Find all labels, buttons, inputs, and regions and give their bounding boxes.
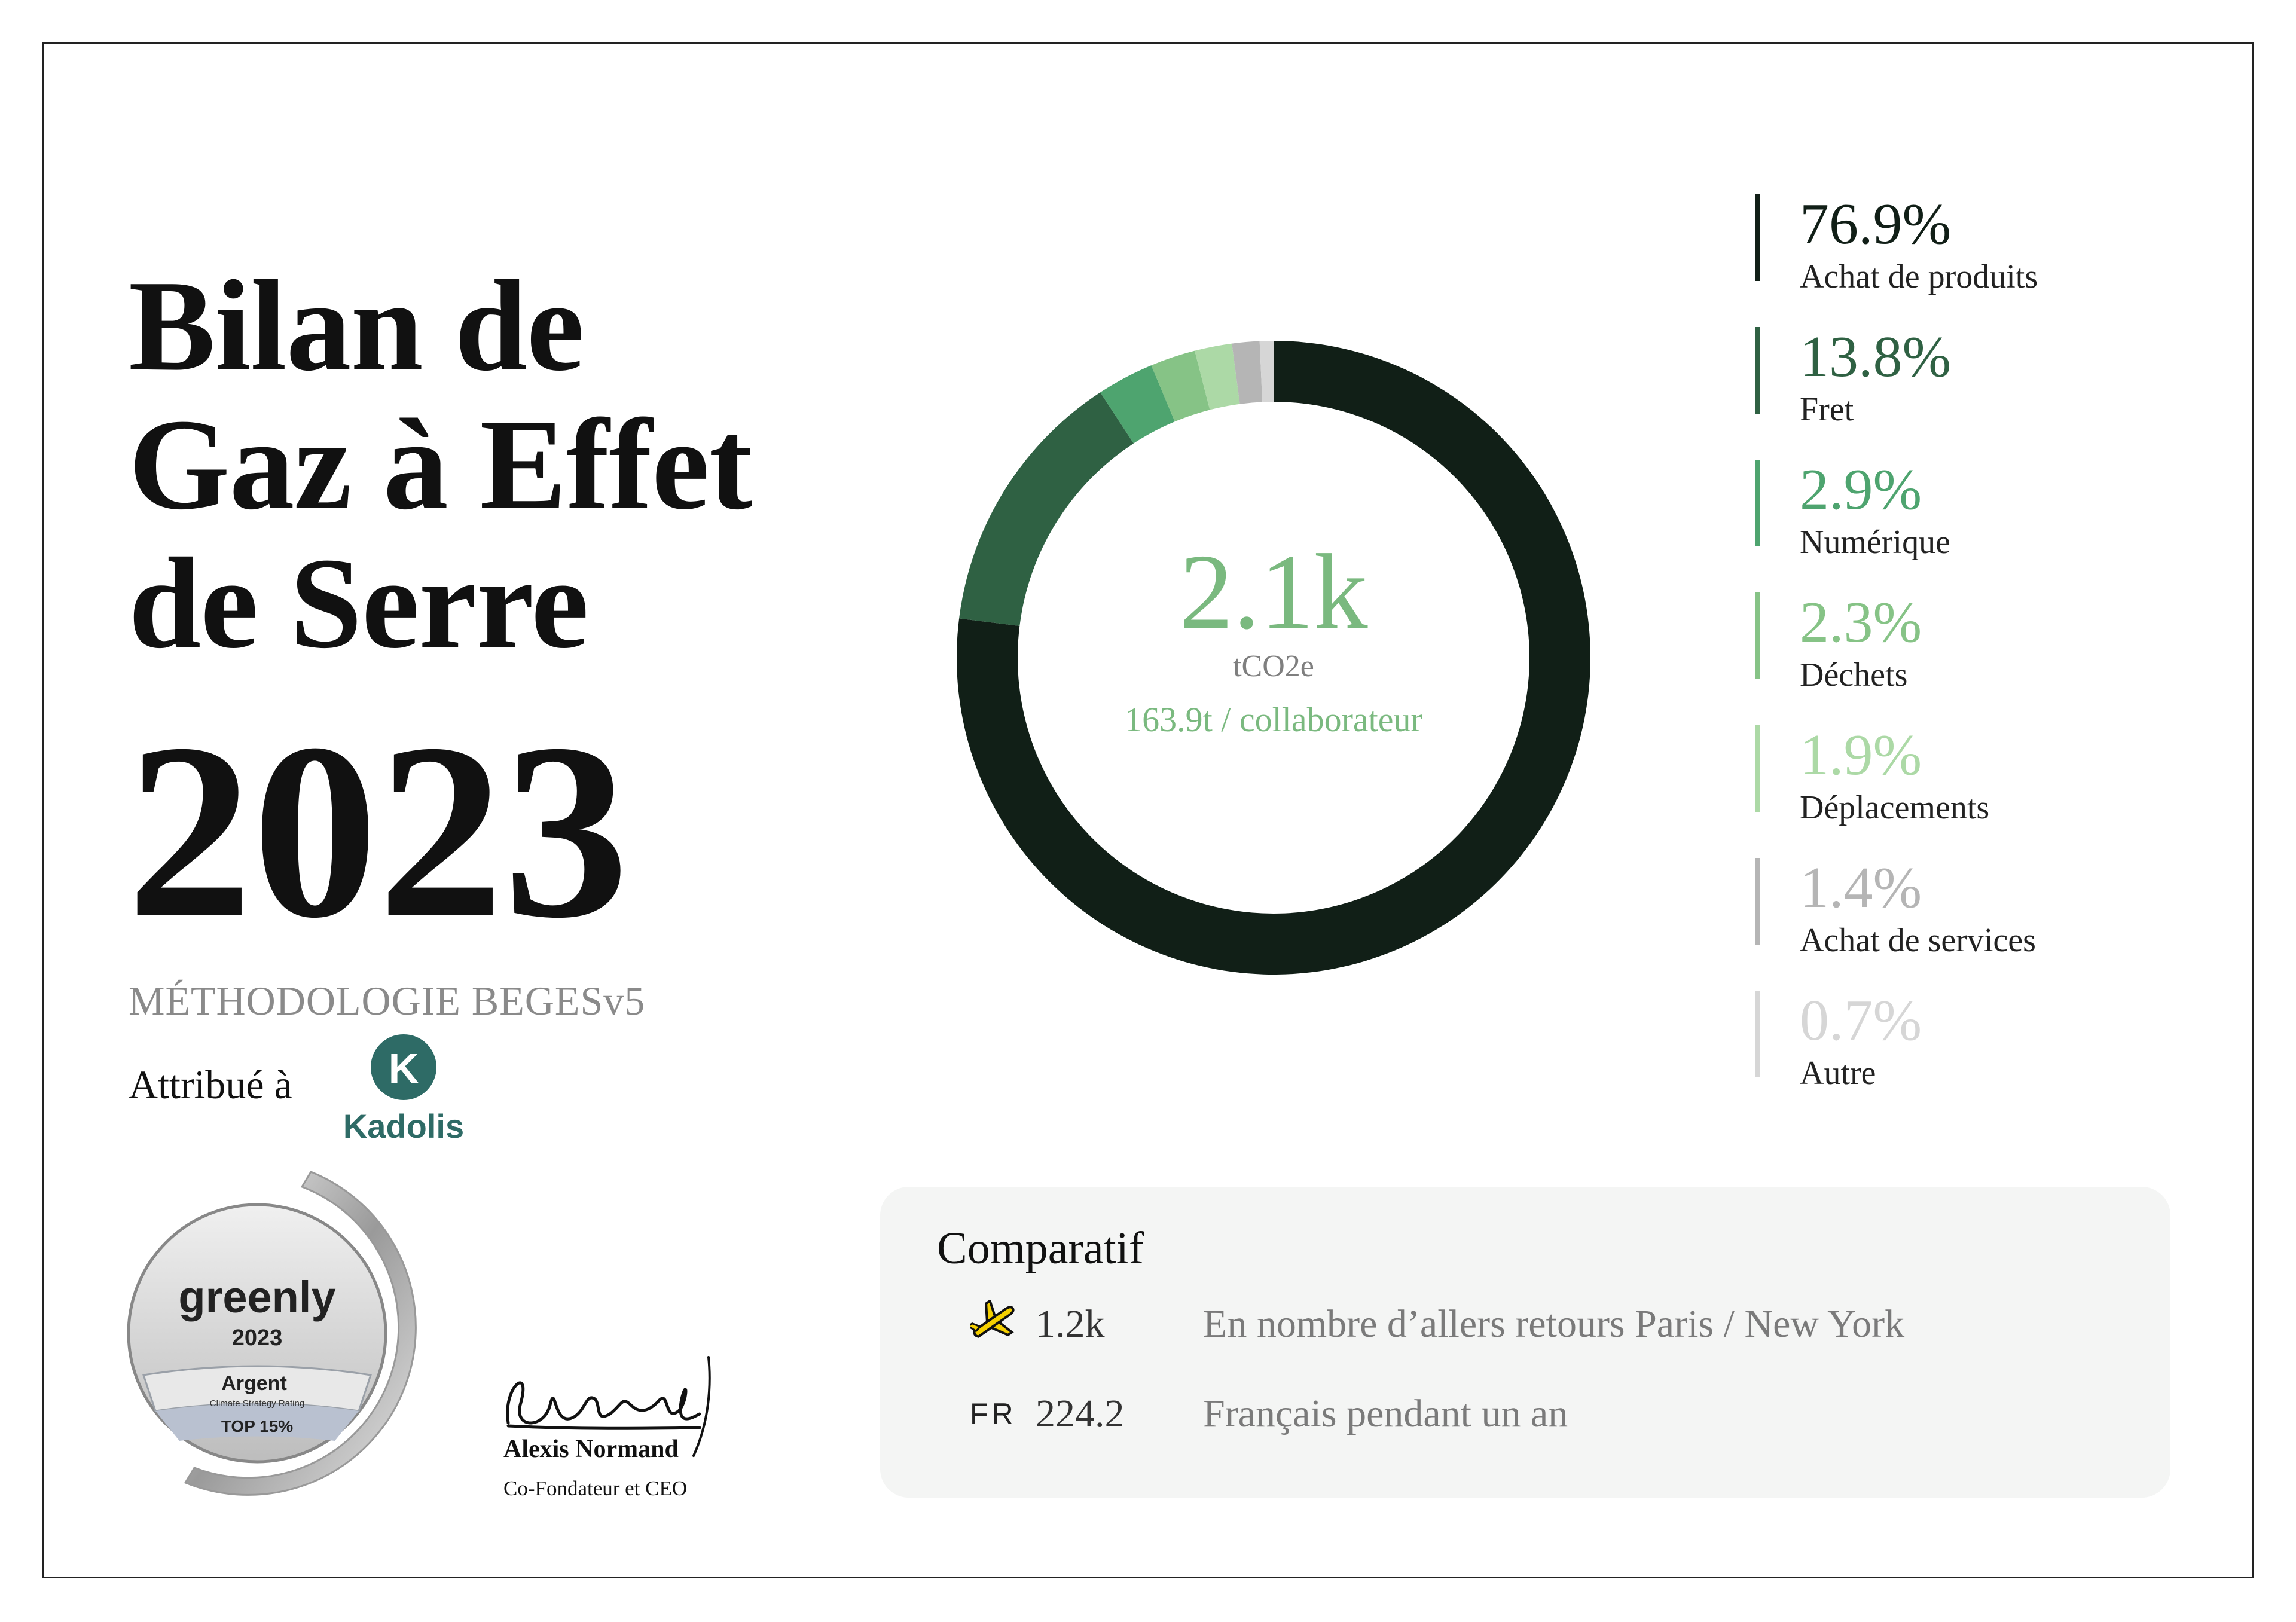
title-line-1: Bilan de: [129, 254, 584, 398]
legend-label: Déchets: [1800, 656, 1908, 694]
legend-color-bar: [1755, 327, 1760, 414]
comparatif-row-flights: 1.2k En nombre d’allers retours Paris / …: [970, 1294, 1904, 1354]
page-frame: [42, 42, 2254, 1578]
legend-percentage: 13.8%: [1800, 325, 1952, 389]
legend-percentage: 1.4%: [1800, 856, 1922, 920]
comparatif-panel: Comparatif 1.2k En nombre d’allers retou…: [880, 1187, 2170, 1498]
comparatif-title: Comparatif: [937, 1223, 1144, 1273]
donut-slice-3: [1151, 350, 1210, 422]
legend-item: 1.4% Achat de services: [1755, 855, 2038, 988]
kadolis-logo: K Kadolis: [343, 1034, 464, 1145]
badge-year: 2023: [232, 1325, 283, 1351]
kadolis-logo-circle: [371, 1034, 436, 1100]
legend-color-bar: [1755, 460, 1760, 546]
attributed-to-label: Attribué à: [129, 1062, 292, 1107]
legend-color-bar: [1755, 725, 1760, 812]
legend-label: Déplacements: [1800, 789, 1990, 826]
donut-slice-4: [1195, 343, 1240, 410]
comparatif-french-description: Français pendant un an: [1203, 1392, 1568, 1435]
page-title: Bilan de Gaz à Effet de Serre: [129, 257, 752, 673]
legend-label: Fret: [1800, 391, 1854, 428]
badge-level: Argent: [221, 1372, 287, 1395]
total-emissions-value: 2.1k: [1179, 532, 1368, 651]
legend-item: 1.9% Déplacements: [1755, 722, 2038, 855]
legend-item: 0.7% Autre: [1755, 988, 2038, 1120]
legend-item: 2.9% Numérique: [1755, 457, 2038, 589]
emissions-per-employee: 163.9t / collaborateur: [1125, 700, 1422, 739]
legend-color-bar: [1755, 991, 1760, 1077]
airplane-icon: [970, 1294, 1027, 1354]
fr-flag-text: FR: [970, 1397, 1017, 1431]
greenly-rating-badge: greenly 2023 Argent Climate Strategy Rat…: [127, 1171, 417, 1496]
report-year: 2023: [127, 692, 629, 970]
legend-item: 76.9% Achat de produits: [1755, 191, 2038, 324]
methodology-label: MÉTHODOLOGIE BEGESv5: [129, 978, 646, 1024]
signatory-name: Alexis Normand: [503, 1435, 679, 1463]
title-line-2: Gaz à Effet: [129, 393, 752, 537]
badge-subtitle: Climate Strategy Rating: [210, 1398, 304, 1409]
legend-percentage: 0.7%: [1800, 988, 1922, 1053]
comparatif-row-french: FR 224.2 Français pendant un an: [970, 1384, 1568, 1444]
donut-slice-6: [1259, 341, 1274, 402]
emissions-donut-chart: [957, 341, 1590, 975]
badge-brand: greenly: [178, 1272, 335, 1322]
kadolis-logo-name: Kadolis: [343, 1107, 464, 1145]
legend-label: Autre: [1800, 1055, 1876, 1092]
legend-color-bar: [1755, 194, 1760, 281]
legend-color-bar: [1755, 592, 1760, 679]
legend-percentage: 2.9%: [1800, 457, 1922, 522]
signature-scribble: [506, 1356, 711, 1457]
signatory-role: Co-Fondateur et CEO: [503, 1477, 688, 1500]
legend-item: 13.8% Fret: [1755, 324, 2038, 457]
legend-label: Numérique: [1800, 524, 1950, 561]
badge-rank: TOP 15%: [221, 1417, 293, 1435]
chart-legend: 76.9% Achat de produits 13.8% Fret 2.9% Numér…: [1755, 191, 2038, 1120]
total-emissions-unit: tCO2e: [1233, 649, 1314, 683]
legend-label: Achat de produits: [1800, 258, 2038, 295]
legend-label: Achat de services: [1800, 922, 2036, 959]
donut-slice-1: [959, 392, 1134, 626]
donut-slice-2: [1100, 365, 1175, 444]
legend-percentage: 1.9%: [1800, 723, 1922, 787]
title-line-3: de Serre: [129, 531, 589, 676]
comparatif-flights-description: En nombre d’allers retours Paris / New Y…: [1203, 1302, 1905, 1346]
legend-item: 2.3% Déchets: [1755, 589, 2038, 722]
kadolis-logo-letter: K: [389, 1045, 419, 1092]
donut-slice-5: [1232, 341, 1263, 404]
legend-percentage: 2.3%: [1800, 590, 1922, 655]
comparatif-french-value: 224.2: [1036, 1392, 1125, 1435]
legend-color-bar: [1755, 858, 1760, 945]
legend-percentage: 76.9%: [1800, 192, 1952, 256]
comparatif-flights-value: 1.2k: [1036, 1302, 1105, 1346]
